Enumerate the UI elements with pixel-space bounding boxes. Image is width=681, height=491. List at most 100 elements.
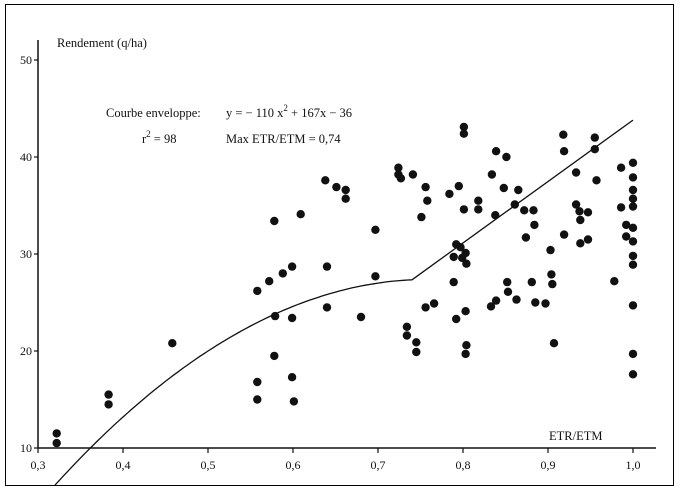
envelope-curve [54,119,634,486]
data-point [628,173,638,182]
data-point [491,211,500,220]
data-point [459,205,469,214]
data-point [402,331,412,340]
y-tick-label: 20 [20,344,32,358]
data-point [371,225,380,234]
data-point [462,341,471,350]
data-point [421,182,430,192]
data-point [499,183,508,193]
data-point [527,277,536,287]
annotation-formula-a: y = − 110 x [226,106,284,120]
data-point [549,339,559,348]
y-tick-label: 40 [20,150,32,164]
data-point [253,377,262,387]
annotation-max: Max ETR/ETM = 0,74 [226,132,341,146]
annotation-envelope-prefix: Courbe enveloppe: [106,106,201,120]
annotation-r2: r2 = 98 [142,129,176,146]
data-point [546,245,555,255]
annotation-r2-r: r [142,132,147,146]
data-point [289,397,299,406]
data-point [253,286,262,296]
data-point [486,302,496,311]
data-point [474,205,483,214]
data-point [253,395,262,404]
data-point [474,196,483,205]
data-point [503,287,513,296]
data-point [449,277,458,287]
data-point [461,307,470,316]
data-point [628,370,638,379]
data-point [417,212,426,222]
data-point [503,277,512,287]
data-point [429,299,439,308]
x-tick-label: 1,0 [626,458,641,472]
data-point [168,339,177,348]
data-point [559,130,568,139]
data-point [628,185,638,195]
data-point [270,311,280,321]
y-axis-label: Rendement (q/ha) [57,36,147,50]
annotation-r2-sup: 2 [146,129,151,139]
data-point [628,260,638,269]
data-point [628,158,638,167]
data-point [265,277,274,286]
data-point [628,301,638,310]
data-point [104,400,113,409]
data-point [590,145,599,154]
data-point [610,277,619,286]
x-tick-label: 0,3 [31,458,46,472]
data-point [408,170,418,179]
data-point [559,230,569,239]
data-point [412,338,421,347]
data-point [332,182,341,192]
data-point [456,243,465,252]
annotation-formula-b: + 167x − 36 [288,106,352,120]
data-point [628,223,638,232]
data-point [616,163,626,172]
data-point [491,296,501,305]
data-point [583,235,593,244]
data-point [452,314,461,324]
data-point [510,200,519,209]
x-tick-label: 0,6 [286,458,301,472]
data-point [270,216,279,226]
data-point [445,189,454,199]
data-point [341,185,350,195]
data-point [576,215,585,225]
annotation-r2-rest: = 98 [151,132,177,146]
data-point [412,347,421,357]
data-point [52,429,61,438]
data-point [616,203,626,212]
data-point [459,129,469,138]
x-tick-label: 0,8 [456,458,471,472]
data-point [461,248,470,258]
data-point [571,200,581,209]
data-point [402,322,412,331]
data-point [559,147,569,156]
data-point [462,259,471,268]
y-tick-label: 30 [20,247,32,261]
data-point [394,163,403,172]
data-point [576,239,585,248]
data-point [287,373,297,382]
data-point [575,207,584,216]
data-point [296,210,305,219]
annotation-envelope: Courbe enveloppe: y = − 110 x2 + 167x − 3… [106,103,352,120]
data-point [571,168,581,177]
data-point [590,133,599,142]
y-tick-label: 50 [20,53,32,67]
data-point [502,152,511,162]
data-point [628,202,638,211]
x-tick-label: 0,5 [201,458,216,472]
data-point [592,176,601,185]
data-point [341,194,350,203]
data-point [461,349,470,359]
data-point [529,206,538,215]
data-point [270,351,279,361]
data-point [396,174,406,183]
data-point [278,269,287,278]
x-axis-label: ETR/ETM [549,429,602,443]
data-point [421,303,430,312]
data-point [530,220,539,230]
